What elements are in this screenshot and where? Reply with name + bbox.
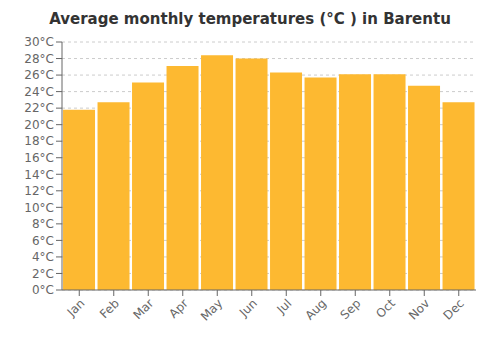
svg-text:May: May: [198, 296, 225, 323]
svg-text:Jul: Jul: [274, 296, 295, 317]
svg-text:10°C: 10°C: [24, 201, 54, 215]
svg-text:16°C: 16°C: [24, 151, 54, 165]
svg-text:18°C: 18°C: [24, 134, 54, 148]
svg-text:0°C: 0°C: [32, 283, 54, 297]
svg-text:Nov: Nov: [406, 296, 432, 322]
svg-text:Jan: Jan: [64, 296, 88, 320]
svg-text:22°C: 22°C: [24, 101, 54, 115]
svg-text:30°C: 30°C: [24, 35, 54, 49]
svg-text:28°C: 28°C: [24, 52, 54, 66]
svg-text:26°C: 26°C: [24, 68, 54, 82]
svg-text:Oct: Oct: [373, 296, 398, 321]
svg-text:4°C: 4°C: [32, 250, 54, 264]
svg-text:Mar: Mar: [130, 296, 156, 322]
svg-text:8°C: 8°C: [32, 217, 54, 231]
svg-text:Apr: Apr: [166, 296, 191, 321]
svg-text:Sep: Sep: [337, 296, 363, 322]
svg-text:Jun: Jun: [236, 296, 260, 320]
svg-text:6°C: 6°C: [32, 234, 54, 248]
svg-text:Aug: Aug: [302, 296, 328, 322]
svg-text:Dec: Dec: [441, 296, 467, 322]
svg-text:12°C: 12°C: [24, 184, 54, 198]
svg-text:14°C: 14°C: [24, 168, 54, 182]
svg-text:24°C: 24°C: [24, 85, 54, 99]
svg-text:Feb: Feb: [97, 296, 122, 321]
svg-text:2°C: 2°C: [32, 267, 54, 281]
svg-text:20°C: 20°C: [24, 118, 54, 132]
html-text:Average monthly temperatures (: Average monthly temperatures (°C ) in Ba…: [49, 10, 451, 28]
